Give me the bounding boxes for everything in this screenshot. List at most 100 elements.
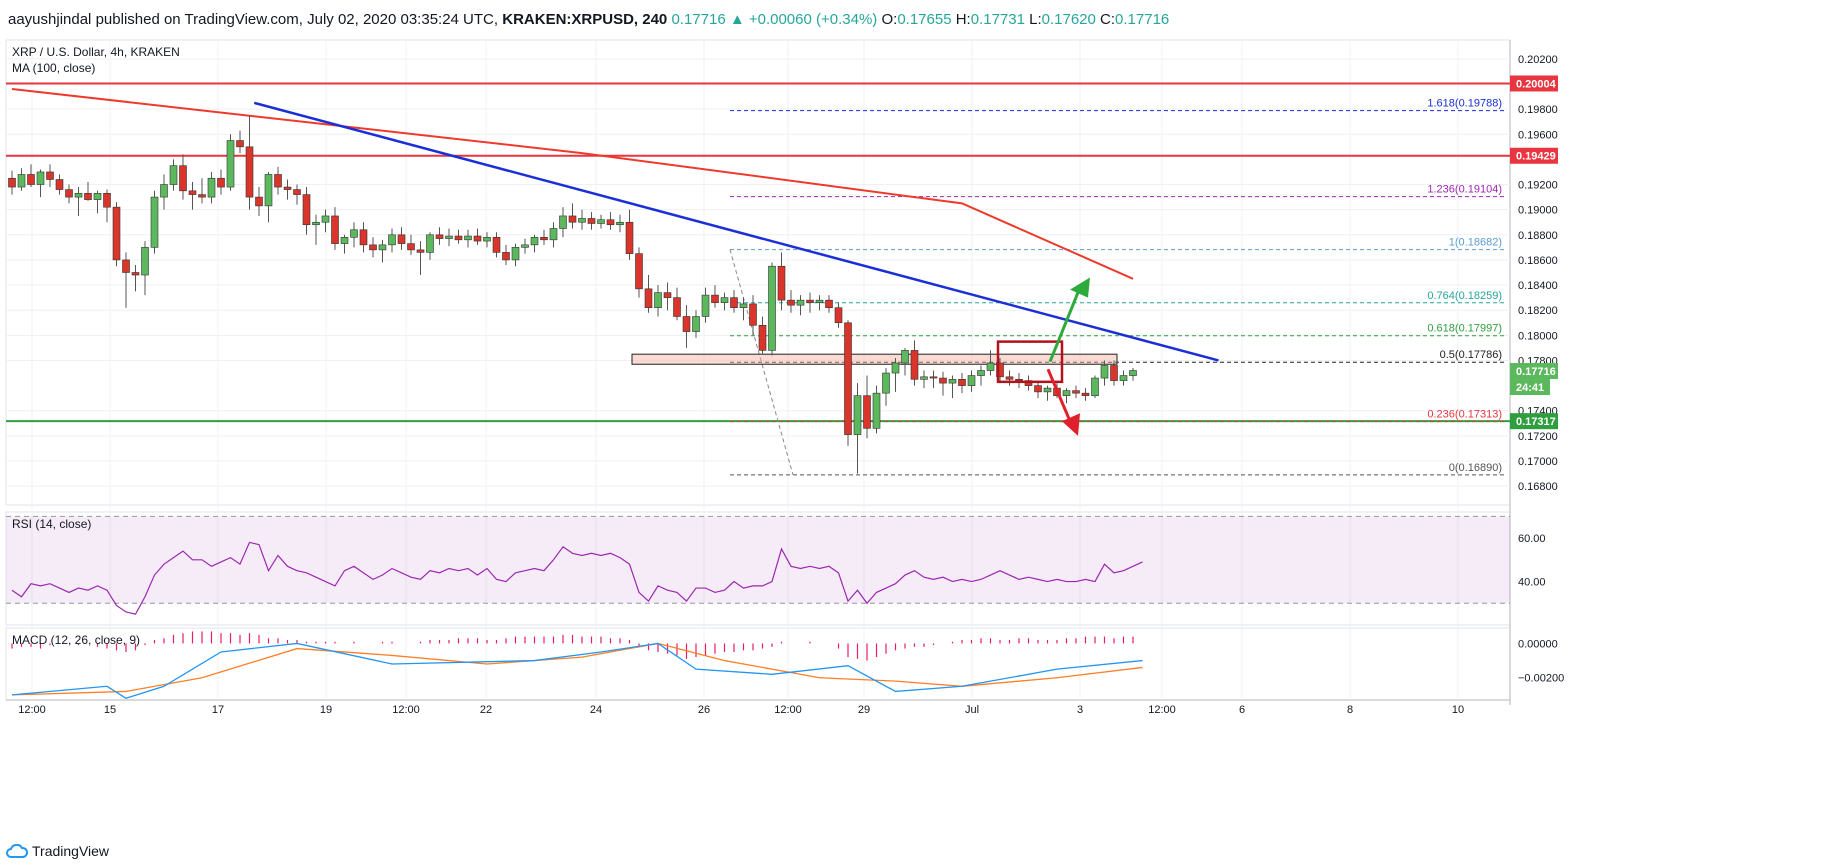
candle-up: [597, 219, 605, 224]
candle-down: [682, 316, 691, 332]
rsi-pane: [5, 511, 1511, 626]
candle-up: [36, 171, 45, 185]
candle-down: [1005, 376, 1014, 380]
bearish-arrow: [1046, 368, 1074, 427]
candle-down: [625, 221, 634, 254]
fib-level-label: 0.618(0.17997): [1427, 323, 1502, 335]
tradingview-brand: TradingView: [32, 843, 110, 859]
level-price-label: 0.20004: [1516, 78, 1557, 90]
candle-down: [397, 234, 406, 244]
candle-up: [1062, 390, 1071, 396]
publisher-name[interactable]: aayushjindal: [8, 11, 92, 28]
level-price-tag: [1510, 75, 1558, 92]
close-label: C:: [1100, 11, 1116, 28]
candle-up: [388, 234, 396, 246]
candle-down: [122, 259, 130, 273]
bearish-arrow-head: [1062, 413, 1080, 436]
candle-down: [711, 294, 719, 303]
fib-anchor-line: [729, 249, 794, 475]
x-tick-label: 17: [212, 704, 224, 716]
level-price-label: 0.19429: [1516, 151, 1556, 163]
high-label: H:: [955, 11, 971, 28]
candle-down: [1024, 380, 1033, 386]
x-tick-label: 8: [1347, 704, 1353, 716]
level-price-label: 0.17317: [1516, 416, 1556, 428]
candle-down: [844, 322, 852, 435]
candle-down: [1034, 385, 1042, 393]
candle-up: [464, 235, 472, 241]
candle-up: [967, 375, 976, 386]
main-chart-title: XRP / U.S. Dollar, 4h, KRAKEN: [12, 45, 180, 59]
candle-down: [179, 165, 187, 192]
candle-down: [369, 244, 377, 251]
fib-level-label: 0(0.16890): [1449, 462, 1502, 474]
candle-down: [236, 140, 244, 148]
ma100-line: [11, 88, 1134, 280]
candle-up: [74, 193, 83, 198]
candle-up: [1119, 375, 1128, 381]
candle-up: [654, 292, 662, 308]
candle-down: [245, 146, 254, 198]
y-tick-label: 0.19200: [1518, 180, 1558, 192]
macd-line: [11, 642, 1143, 699]
candle-down: [1081, 392, 1090, 396]
x-tick-label: 10: [1452, 704, 1464, 716]
macd-pane: [5, 627, 1511, 701]
chart-header: aayushjindal published on TradingView.co…: [8, 11, 1170, 28]
tradingview-footer[interactable]: TradingView: [6, 840, 109, 862]
rsi-line: [11, 541, 1143, 615]
candle-up: [511, 247, 520, 261]
x-tick-label: 12:00: [18, 704, 46, 716]
tradingview-cloud-icon: [6, 844, 28, 858]
x-tick-label: 22: [480, 704, 492, 716]
candle-down: [255, 196, 263, 207]
candle-down: [1015, 379, 1023, 381]
fib-level-label: 0.764(0.18259): [1427, 290, 1502, 302]
y-tick-label: 0.18000: [1518, 330, 1558, 342]
candle-down: [359, 229, 368, 246]
bullish-arrow-head: [1070, 277, 1090, 298]
x-tick-label: 24: [590, 704, 602, 716]
candle-up: [521, 244, 529, 248]
y-tick-label: 0.17000: [1518, 456, 1558, 468]
low-value: 0.17620: [1041, 11, 1096, 28]
candle-down: [635, 253, 643, 290]
candle-up: [891, 362, 900, 374]
candle-down: [435, 234, 444, 239]
candle-up: [578, 218, 586, 223]
candle-down: [910, 350, 919, 380]
rsi-title: RSI (14, close): [12, 517, 91, 531]
resistance-zone: [631, 353, 1118, 365]
x-tick-label: 19: [320, 704, 332, 716]
macd-title: MACD (12, 26, close, 9): [12, 633, 140, 647]
candle-down: [283, 186, 292, 190]
candle-up: [321, 215, 330, 223]
candle-down: [806, 299, 814, 303]
open-label: O:: [881, 11, 898, 28]
x-tick-label: 29: [858, 704, 870, 716]
candle-down: [825, 299, 833, 308]
current-price-tag: [1510, 363, 1558, 380]
y-tick-label: 0.16800: [1518, 481, 1558, 493]
candle-down: [112, 206, 121, 261]
candle-up: [1129, 370, 1137, 376]
candle-up: [796, 299, 805, 306]
candle-up: [93, 193, 102, 200]
candle-up: [549, 228, 558, 241]
y-tick-label: 0.18800: [1518, 230, 1558, 242]
candle-up: [483, 237, 491, 242]
macd-y-tick: 0.00000: [1518, 638, 1558, 650]
candle-down: [644, 288, 653, 308]
candle-down: [46, 171, 54, 180]
bullish-arrow: [1048, 287, 1082, 363]
y-tick-label: 0.17200: [1518, 431, 1558, 443]
x-tick-label: 12:00: [392, 704, 420, 716]
candle-down: [331, 215, 339, 244]
candle-down: [929, 376, 938, 379]
x-tick-label: 3: [1077, 704, 1083, 716]
rsi-band: [6, 516, 1510, 604]
candle-down: [65, 189, 73, 198]
macd-signal-line: [11, 642, 1143, 696]
candle-down: [217, 177, 225, 188]
